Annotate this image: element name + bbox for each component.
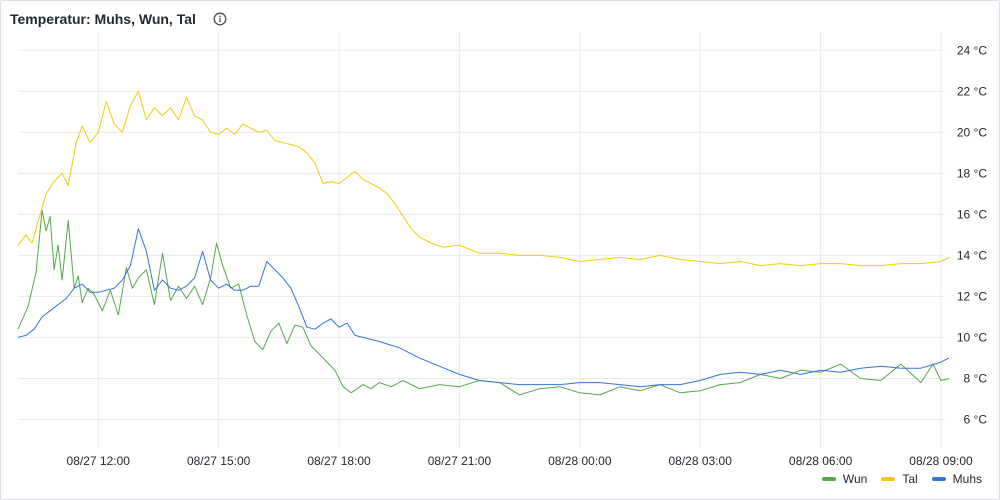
- legend-label-tal: Tal: [902, 472, 918, 486]
- x-tick-label: 08/28 03:00: [669, 454, 733, 468]
- legend-label-muhs: Muhs: [952, 472, 982, 486]
- y-tick-label: 24 °C: [957, 43, 987, 57]
- axis-labels: 6 °C 8 °C 10 °C 12 °C 14 °C 16 °C 18 °C 20 °C 22…: [67, 43, 988, 468]
- legend-item-muhs[interactable]: Muhs: [931, 472, 982, 486]
- info-circle-icon[interactable]: [213, 12, 227, 26]
- y-tick-label: 16 °C: [957, 207, 987, 221]
- legend-swatch-wun: [821, 477, 836, 481]
- x-tick-label: 08/28 09:00: [909, 454, 973, 468]
- y-tick-label: 10 °C: [957, 330, 987, 344]
- x-tick-label: 08/27 21:00: [428, 454, 492, 468]
- y-tick-label: 18 °C: [957, 166, 987, 180]
- y-tick-label: 6 °C: [964, 412, 988, 426]
- panel-title: Temperatur: Muhs, Wun, Tal: [10, 11, 196, 27]
- panel-header[interactable]: Temperatur: Muhs, Wun, Tal: [10, 9, 227, 29]
- series-line-wun[interactable]: [17, 209, 950, 396]
- legend-swatch-tal: [881, 477, 896, 481]
- y-tick-label: 14 °C: [957, 248, 987, 262]
- x-tick-label: 08/27 15:00: [187, 454, 251, 468]
- y-tick-label: 20 °C: [957, 125, 987, 139]
- legend: Wun Tal Muhs: [821, 472, 982, 486]
- series-lines: [17, 90, 950, 396]
- legend-item-wun[interactable]: Wun: [821, 472, 868, 486]
- legend-item-tal[interactable]: Tal: [881, 472, 918, 486]
- x-tick-label: 08/27 18:00: [307, 454, 371, 468]
- x-tick-label: 08/28 00:00: [548, 454, 612, 468]
- y-tick-label: 22 °C: [957, 84, 987, 98]
- legend-swatch-muhs: [931, 477, 946, 481]
- y-tick-label: 12 °C: [957, 289, 987, 303]
- series-line-muhs[interactable]: [17, 228, 950, 388]
- series-line-tal[interactable]: [17, 90, 950, 267]
- legend-label-wun: Wun: [842, 472, 868, 486]
- x-tick-label: 08/28 06:00: [789, 454, 853, 468]
- grid: [18, 32, 945, 448]
- x-tick-label: 08/27 12:00: [67, 454, 131, 468]
- y-tick-label: 8 °C: [964, 371, 988, 385]
